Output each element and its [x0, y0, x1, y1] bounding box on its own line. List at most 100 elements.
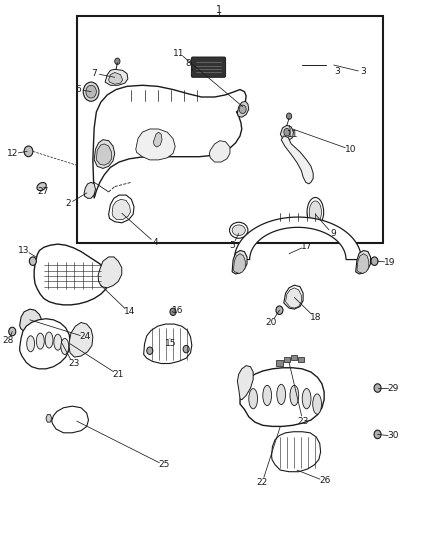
Ellipse shape	[277, 384, 286, 405]
Circle shape	[170, 308, 176, 316]
Polygon shape	[34, 244, 109, 305]
Bar	[52, 329, 60, 340]
Circle shape	[374, 430, 381, 439]
Text: 9: 9	[330, 229, 336, 238]
Circle shape	[24, 146, 33, 157]
Circle shape	[115, 58, 120, 64]
Polygon shape	[237, 101, 249, 117]
Polygon shape	[144, 324, 192, 364]
Ellipse shape	[45, 332, 53, 348]
Text: 18: 18	[310, 313, 321, 321]
Text: 11: 11	[287, 130, 298, 139]
Text: 24: 24	[80, 333, 91, 341]
Ellipse shape	[302, 389, 311, 409]
Text: 26: 26	[319, 477, 331, 485]
Text: 16: 16	[172, 306, 183, 314]
Circle shape	[83, 82, 99, 101]
Text: 19: 19	[384, 258, 396, 266]
Polygon shape	[281, 136, 313, 184]
Text: 20: 20	[265, 318, 276, 327]
Text: 27: 27	[37, 188, 49, 196]
Polygon shape	[93, 85, 246, 198]
Circle shape	[239, 105, 246, 114]
Polygon shape	[233, 254, 245, 273]
Text: 25: 25	[159, 461, 170, 469]
Ellipse shape	[37, 182, 46, 191]
Polygon shape	[284, 285, 303, 309]
Polygon shape	[209, 141, 230, 162]
Ellipse shape	[290, 385, 299, 406]
Text: 12: 12	[7, 149, 19, 158]
Text: 28: 28	[2, 336, 14, 344]
Bar	[48, 324, 56, 334]
Polygon shape	[280, 125, 293, 141]
Bar	[291, 355, 297, 360]
Ellipse shape	[307, 197, 324, 227]
Polygon shape	[286, 288, 301, 308]
Bar	[298, 357, 304, 362]
FancyBboxPatch shape	[191, 57, 226, 77]
Circle shape	[371, 257, 378, 265]
Text: 15: 15	[165, 340, 177, 348]
Circle shape	[86, 85, 96, 98]
Ellipse shape	[27, 336, 35, 352]
Ellipse shape	[263, 385, 272, 406]
Circle shape	[374, 384, 381, 392]
Text: 8: 8	[185, 60, 191, 68]
Text: 2: 2	[65, 199, 71, 208]
Bar	[77, 16, 383, 243]
Polygon shape	[94, 140, 115, 168]
Text: 30: 30	[388, 432, 399, 440]
Polygon shape	[272, 432, 321, 472]
Text: 13: 13	[18, 246, 30, 255]
Polygon shape	[98, 257, 122, 288]
Text: 22: 22	[256, 478, 268, 487]
Polygon shape	[109, 72, 123, 84]
Polygon shape	[357, 254, 369, 273]
Ellipse shape	[232, 225, 245, 236]
Polygon shape	[234, 217, 361, 260]
Text: 11: 11	[173, 49, 184, 58]
Polygon shape	[46, 415, 52, 422]
Text: 4: 4	[153, 238, 158, 247]
Polygon shape	[109, 195, 134, 223]
Polygon shape	[136, 129, 175, 160]
Bar	[284, 357, 290, 362]
Text: 14: 14	[124, 308, 135, 316]
Polygon shape	[96, 144, 112, 165]
Polygon shape	[84, 182, 95, 198]
Text: 10: 10	[345, 145, 356, 154]
Bar	[276, 360, 283, 366]
Text: 23: 23	[297, 417, 309, 425]
Ellipse shape	[313, 394, 321, 414]
Ellipse shape	[230, 222, 248, 238]
Text: 6: 6	[75, 85, 81, 94]
Circle shape	[286, 113, 292, 119]
Ellipse shape	[309, 201, 321, 223]
Polygon shape	[356, 251, 371, 274]
Polygon shape	[240, 368, 324, 426]
Circle shape	[29, 257, 36, 265]
Circle shape	[9, 327, 16, 336]
Polygon shape	[153, 132, 162, 147]
Text: 5: 5	[229, 241, 235, 249]
Circle shape	[276, 306, 283, 314]
Ellipse shape	[61, 338, 69, 354]
Bar	[62, 340, 71, 350]
Polygon shape	[112, 199, 131, 220]
Text: 3: 3	[334, 68, 340, 76]
Bar	[58, 334, 66, 345]
Text: 7: 7	[91, 69, 97, 78]
Polygon shape	[232, 251, 247, 274]
Text: 21: 21	[113, 370, 124, 378]
Text: 29: 29	[388, 384, 399, 392]
Text: 3: 3	[360, 68, 367, 76]
Ellipse shape	[36, 333, 44, 349]
Text: 17: 17	[301, 242, 312, 251]
Polygon shape	[105, 69, 128, 85]
Circle shape	[183, 345, 189, 353]
Ellipse shape	[54, 334, 62, 350]
Ellipse shape	[249, 389, 258, 409]
Polygon shape	[20, 309, 42, 333]
Polygon shape	[69, 322, 93, 357]
